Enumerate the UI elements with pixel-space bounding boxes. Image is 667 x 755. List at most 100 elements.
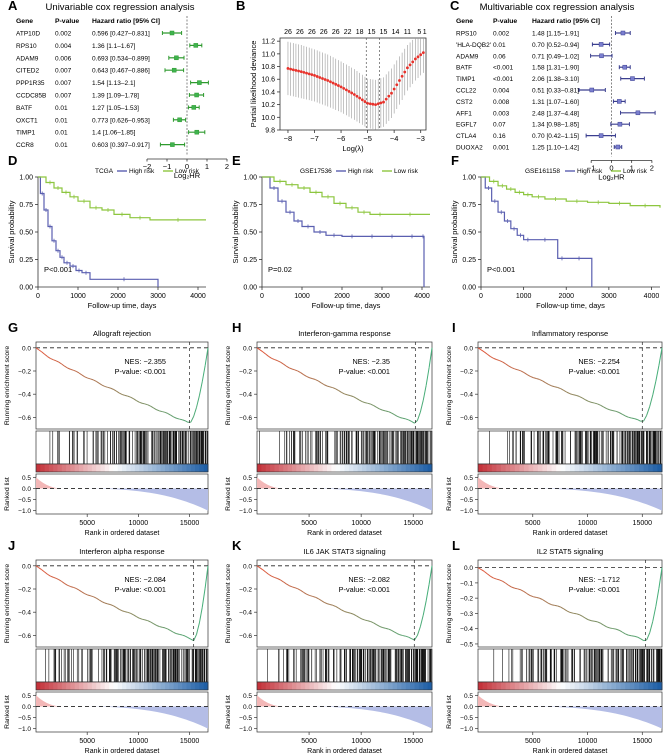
es-curve-segment (557, 387, 561, 390)
es-curve-segment (265, 571, 269, 575)
rank-heat-cell (109, 682, 114, 690)
rank-heat-cell (40, 682, 46, 690)
es-curve-segment (306, 376, 310, 379)
es-curve-segment (416, 412, 421, 421)
rank-heat-cell (327, 682, 332, 690)
es-curve-segment (204, 347, 209, 366)
rank-heat-cell (643, 464, 649, 472)
es-curve-segment (652, 606, 657, 622)
rank-heat-cell (143, 682, 149, 690)
rank-heat-cell (61, 464, 67, 472)
km-curve-low-risk (262, 176, 430, 215)
rank-heat-cell (514, 682, 520, 690)
y-tick-label: 0.25 (243, 257, 257, 264)
ranked-list-negative-area (62, 488, 208, 511)
rank-heat-cell (427, 464, 433, 472)
ranked-list-positive-area (257, 695, 285, 707)
es-curve-segment (144, 619, 148, 622)
x-tick-label: 15000 (633, 738, 653, 745)
rank-heat-cell (287, 682, 293, 690)
x-tick-label: 5000 (79, 738, 95, 745)
es-curve-segment (477, 347, 482, 351)
top-count-label: 1 (423, 29, 427, 36)
rank-heat-cell (296, 682, 302, 690)
cv-point (419, 53, 423, 57)
rank-heat-cell (625, 682, 631, 690)
rank-axis-label: Ranked list (4, 477, 11, 511)
rank-y-tick-label: 0.0 (243, 486, 252, 493)
pvalue-label: P-value: <0.001 (115, 585, 166, 594)
y-tick-label: 0.75 (19, 202, 33, 209)
es-curve-segment (578, 614, 583, 617)
x-tick-label: 1 (205, 162, 209, 171)
rank-heat-cell (383, 682, 389, 690)
es-curve-segment (41, 569, 45, 573)
nes-label: NES: −2.254 (578, 357, 620, 366)
es-curve-segment (390, 629, 395, 633)
es-curve-segment (144, 403, 148, 406)
rank-heat-cell (265, 464, 271, 472)
es-curve-segment (419, 614, 424, 627)
rank-heat-cell (91, 464, 97, 472)
es-curve-segment (361, 618, 366, 621)
row-hazard-ratio: 1.39 [1.09–1.78] (92, 93, 139, 100)
y-tick-label: −0.4 (460, 626, 473, 633)
es-curve-segment (173, 416, 177, 419)
rank-heat-cell (160, 682, 166, 690)
panel-letter: L (452, 538, 460, 553)
cv-point (291, 68, 295, 72)
y-tick-label: −0.6 (18, 633, 31, 640)
rank-heat-cell (505, 464, 511, 472)
es-curve-segment (499, 579, 503, 582)
heat-frame (256, 463, 433, 473)
rank-heat-cell (169, 682, 175, 690)
y-tick-label: −0.4 (18, 610, 31, 617)
es-curve-segment (514, 368, 519, 371)
header-gene: Gene (456, 18, 473, 25)
es-curve-segment (367, 620, 371, 623)
es-curve-segment (130, 612, 134, 616)
es-curve-segment (332, 604, 336, 607)
es-curve-segment (637, 636, 641, 640)
rank-heat-cell (126, 682, 132, 690)
es-curve-segment (364, 619, 368, 622)
es-curve-segment (600, 622, 604, 626)
hr-point (191, 105, 197, 110)
rank-heat-cell (648, 464, 654, 472)
es-curve-segment (353, 396, 357, 399)
x-tick-label: 2000 (110, 293, 126, 300)
cv-point (299, 70, 303, 74)
y-tick-label: 1.00 (19, 175, 33, 182)
row-hazard-ratio: 0.596 [0.427–0.831] (92, 31, 150, 38)
es-curve-segment (84, 593, 88, 596)
row-hazard-ratio: 1.34 [0.98–1.85] (532, 122, 579, 129)
cv-point (331, 81, 335, 85)
heat-frame (35, 463, 209, 473)
y-tick-label: 0.50 (462, 230, 476, 237)
rank-heat-cell (104, 682, 110, 690)
rank-heat-cell (53, 464, 58, 472)
es-curve-segment (320, 382, 325, 386)
es-curve-segment (396, 633, 401, 636)
es-curve-segment (581, 615, 586, 619)
hr-point (171, 67, 177, 73)
x-axis-label: Rank in ordered dataset (533, 530, 608, 537)
es-curve-segment (350, 395, 354, 398)
ranked-list-negative-area (284, 488, 432, 511)
es-curve-segment (306, 593, 310, 596)
rank-heat-cell (182, 682, 187, 690)
hr-point (174, 55, 179, 61)
row-hazard-ratio: 0.643 [0.467–0.886] (92, 68, 150, 75)
es-curve-segment (502, 580, 506, 584)
rank-heat-cell (611, 682, 617, 690)
es-curve-segment (597, 403, 601, 406)
rank-heat-cell (414, 464, 420, 472)
rank-heat-cell (401, 464, 407, 472)
es-curve-segment (118, 608, 123, 612)
es-curve-segment (347, 394, 351, 397)
es-curve-segment (646, 632, 651, 641)
heat-frame (477, 681, 663, 691)
es-curve-segment (393, 414, 398, 417)
rank-heat-cell (370, 464, 376, 472)
rank-heat-cell (533, 682, 539, 690)
